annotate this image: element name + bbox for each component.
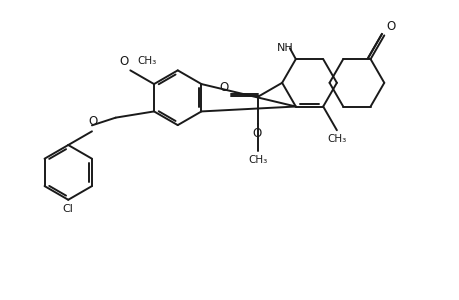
Text: O: O	[88, 116, 97, 128]
Text: CH₃: CH₃	[248, 155, 268, 165]
Text: CH₃: CH₃	[138, 56, 157, 66]
Text: NH: NH	[276, 43, 293, 53]
Text: O: O	[252, 128, 262, 140]
Text: O: O	[119, 55, 128, 68]
Text: Cl: Cl	[63, 204, 73, 214]
Text: O: O	[219, 80, 228, 94]
Text: CH₃: CH₃	[326, 134, 346, 144]
Text: O: O	[386, 20, 395, 33]
